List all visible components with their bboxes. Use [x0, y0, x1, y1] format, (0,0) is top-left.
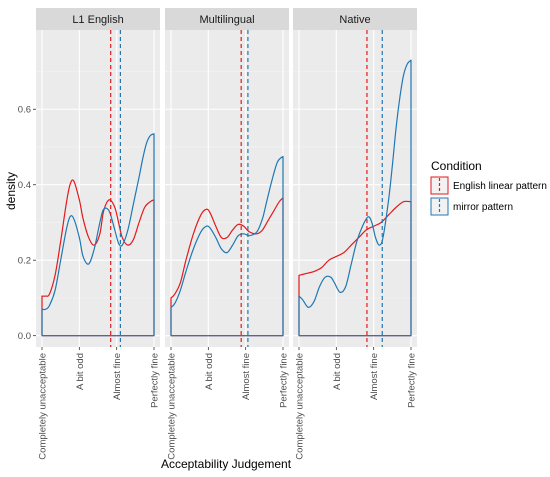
- density-curve-mirror-pattern: [170, 155, 284, 337]
- x-tick-label: A bit odd: [204, 353, 215, 390]
- y-tick-label: 0.6: [18, 105, 31, 116]
- x-tick-label: Perfectly fine: [150, 353, 161, 408]
- panel-background: [36, 30, 160, 347]
- facet-panel-3: Native Completely unacceptable A bit odd Al…: [293, 8, 418, 460]
- x-tick-label: Perfectly fine: [279, 353, 290, 408]
- legend-label: English linear pattern: [453, 181, 547, 192]
- facet-strip: [36, 8, 160, 30]
- legend-label: mirror pattern: [453, 202, 513, 213]
- y-tick-label: 0.4: [18, 180, 31, 191]
- legend-title: Condition: [431, 159, 482, 173]
- x-tick-label: A bit odd: [332, 353, 343, 390]
- density-curve-english-linear-pattern: [298, 200, 412, 337]
- facet-panels: L1 English Completely unacceptable A bit o…: [36, 8, 418, 460]
- legend: Condition English linear pattern mirror p…: [430, 159, 547, 216]
- x-tick-label: Completely unacceptable: [167, 353, 178, 460]
- panel-background: [293, 30, 417, 347]
- x-tick-label: A bit odd: [75, 353, 86, 390]
- x-axis-title: Acceptability Judgement: [161, 457, 292, 471]
- facet-title: Native: [339, 14, 370, 26]
- legend-item-english-linear-pattern: English linear pattern: [430, 176, 547, 195]
- x-tick-label: Perfectly fine: [407, 353, 418, 408]
- x-tick-label: Almost fine: [112, 353, 123, 400]
- density-curve-mirror-pattern: [41, 133, 155, 337]
- y-tick-label: 0.2: [18, 256, 31, 267]
- x-tick-label: Completely unacceptable: [38, 353, 49, 460]
- facet-strip: [293, 8, 417, 30]
- legend-item-mirror-pattern: mirror pattern: [430, 197, 513, 216]
- density-curve-english-linear-pattern: [41, 179, 155, 337]
- facet-strip: [165, 8, 289, 30]
- y-axis-title: density: [4, 172, 18, 210]
- facet-panel-1: L1 English Completely unacceptable A bit o…: [36, 8, 161, 460]
- density-curve-mirror-pattern: [298, 59, 412, 337]
- y-axis: 0.0 0.2 0.4 0.6: [18, 105, 36, 342]
- facet-title: L1 English: [72, 14, 123, 26]
- facet-title: Multilingual: [199, 14, 254, 26]
- panel-background: [165, 30, 289, 347]
- y-tick-label: 0.0: [18, 331, 31, 342]
- x-tick-label: Completely unacceptable: [295, 353, 306, 460]
- x-tick-label: Almost fine: [241, 353, 252, 400]
- density-curve-english-linear-pattern: [170, 197, 284, 337]
- facet-panel-2: Multilingual Completely unacceptable A bit…: [165, 8, 290, 460]
- x-tick-label: Almost fine: [369, 353, 380, 400]
